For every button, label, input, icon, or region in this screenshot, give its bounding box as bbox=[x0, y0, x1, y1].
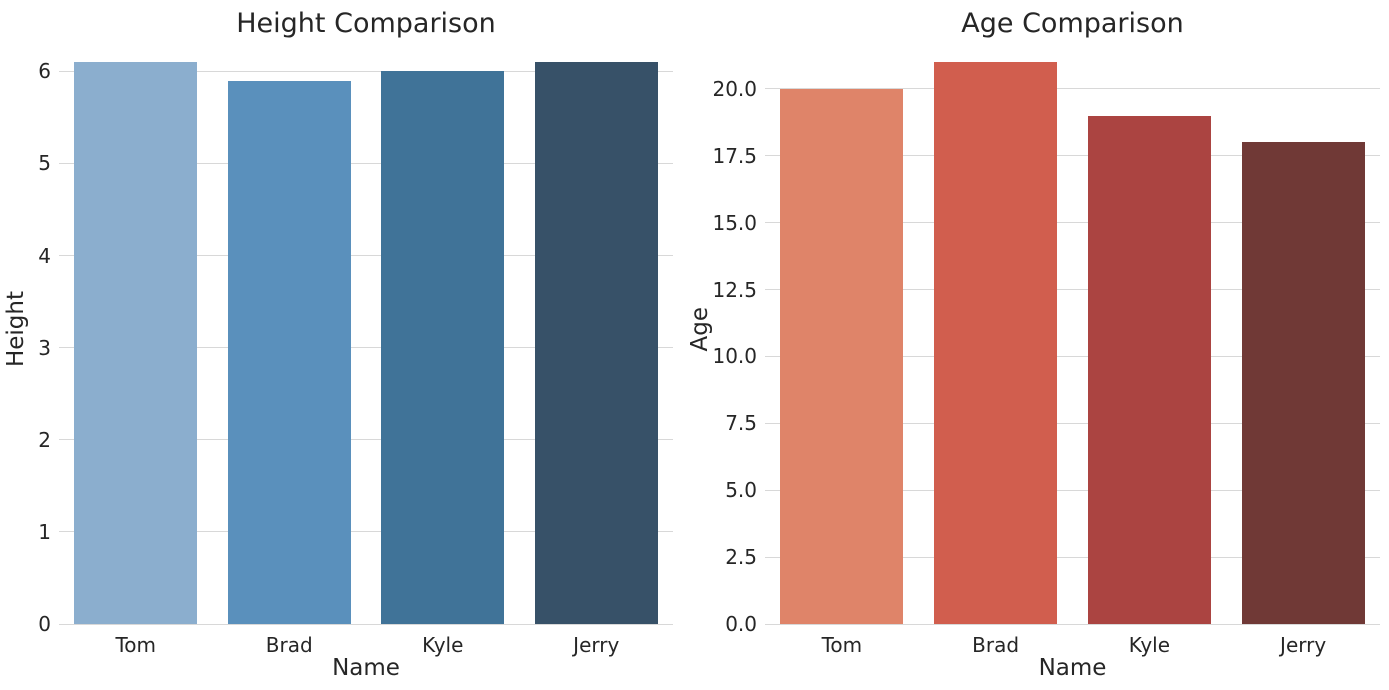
gridline bbox=[765, 355, 1380, 357]
x-tick-label: Brad bbox=[265, 633, 313, 657]
bar-brad bbox=[934, 62, 1058, 624]
gridline bbox=[765, 623, 1380, 625]
gridline bbox=[59, 255, 673, 257]
bar-kyle bbox=[1087, 115, 1211, 624]
bar-tom bbox=[74, 62, 198, 624]
plot-area bbox=[59, 34, 673, 625]
y-tick-label: 6 bbox=[38, 59, 51, 84]
chart-title: Height Comparison bbox=[236, 8, 496, 39]
bar-brad bbox=[227, 80, 351, 624]
y-tick-label: 5 bbox=[38, 151, 51, 176]
y-tick-label: 20.0 bbox=[712, 76, 757, 101]
x-tick-label: Jerry bbox=[573, 633, 620, 657]
gridline bbox=[59, 70, 673, 72]
y-tick-label: 2 bbox=[38, 427, 51, 452]
y-tick-label: 3 bbox=[38, 335, 51, 360]
y-tick-label: 1 bbox=[38, 519, 51, 544]
gridline bbox=[765, 556, 1380, 558]
gridline bbox=[59, 531, 673, 533]
y-tick-label: 17.5 bbox=[712, 143, 757, 168]
gridline bbox=[765, 88, 1380, 90]
gridline bbox=[765, 155, 1380, 157]
y-tick-label: 5.0 bbox=[725, 478, 757, 503]
gridline bbox=[59, 162, 673, 164]
x-tick-label: Jerry bbox=[1280, 633, 1327, 657]
y-tick-label: 7.5 bbox=[725, 411, 757, 436]
x-axis-label: Name bbox=[332, 655, 400, 681]
x-tick-label: Kyle bbox=[422, 633, 464, 657]
x-tick-label: Tom bbox=[115, 633, 157, 657]
y-tick-label: 4 bbox=[38, 243, 51, 268]
gridline bbox=[59, 347, 673, 349]
y-axis-label-box: Age bbox=[686, 34, 714, 624]
x-tick-label: Brad bbox=[972, 633, 1020, 657]
x-tick-label: Kyle bbox=[1128, 633, 1171, 657]
y-tick-label: 10.0 bbox=[712, 344, 757, 369]
bar-jerry bbox=[534, 62, 658, 624]
gridline bbox=[59, 623, 673, 625]
plot-area bbox=[765, 34, 1380, 625]
x-axis-label: Name bbox=[1038, 655, 1107, 681]
gridline bbox=[765, 222, 1380, 224]
bar-jerry bbox=[1241, 142, 1365, 624]
y-axis-label-box: Height bbox=[2, 34, 30, 624]
chart-title: Age Comparison bbox=[961, 8, 1184, 39]
gridline bbox=[765, 422, 1380, 424]
gridline bbox=[765, 289, 1380, 291]
y-tick-label: 0 bbox=[38, 612, 51, 636]
x-tick-label: Tom bbox=[821, 633, 863, 657]
y-tick-label: 15.0 bbox=[712, 210, 757, 235]
bar-kyle bbox=[381, 71, 505, 624]
gridline bbox=[59, 439, 673, 441]
bar-tom bbox=[780, 88, 904, 624]
y-axis-label: Age bbox=[687, 306, 713, 352]
y-tick-label: 12.5 bbox=[712, 277, 757, 302]
gridline bbox=[765, 489, 1380, 491]
y-axis-label: Height bbox=[3, 290, 29, 368]
y-tick-label: 0.0 bbox=[725, 612, 757, 636]
y-tick-label: 2.5 bbox=[725, 545, 757, 570]
